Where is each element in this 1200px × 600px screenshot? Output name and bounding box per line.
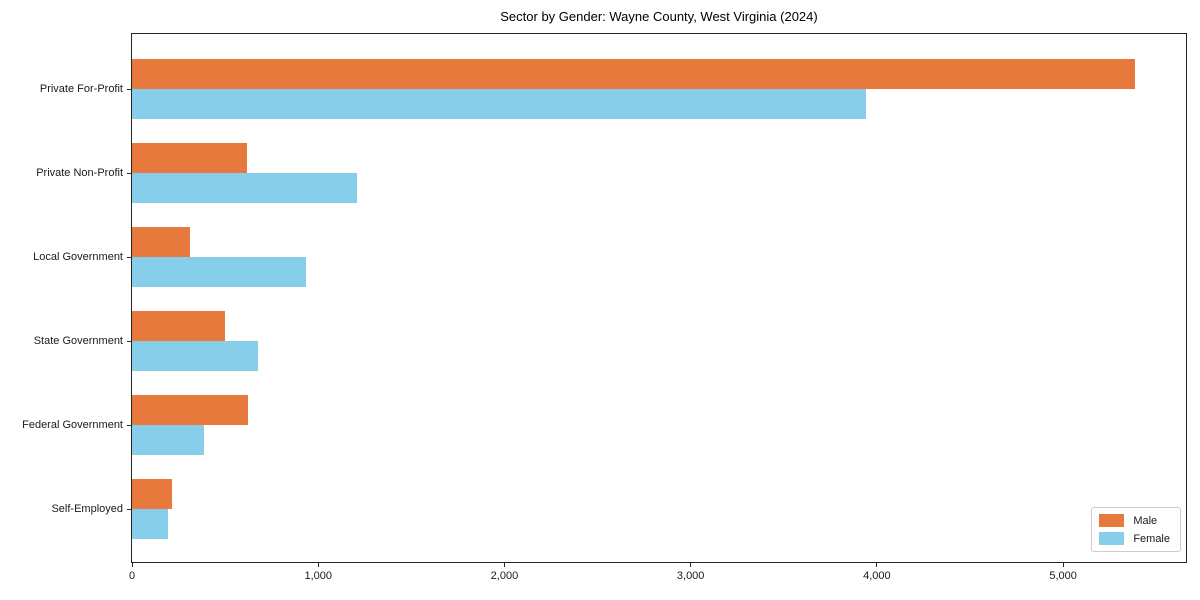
bar-female (132, 173, 358, 203)
x-axis-tick-label: 1,000 (304, 570, 332, 582)
x-axis-tick-label: 5,000 (1049, 570, 1077, 582)
legend-item: Male (1099, 514, 1170, 527)
bar-female (132, 257, 307, 287)
y-tick-mark (127, 257, 131, 258)
x-tick-mark (876, 563, 878, 567)
y-axis-category-label: Private For-Profit (39, 83, 123, 95)
legend-label: Male (1133, 514, 1158, 527)
bar-male (132, 59, 1135, 89)
legend: Male Female (1091, 507, 1181, 552)
x-tick-mark (131, 563, 133, 567)
bar-female (132, 89, 866, 119)
y-tick-mark (127, 173, 131, 174)
bar-male (132, 395, 249, 425)
x-axis-tick-label: 3,000 (676, 570, 705, 582)
x-tick-mark (503, 563, 505, 567)
x-tick-mark (690, 563, 692, 567)
bar-male (132, 311, 226, 341)
bar-male (132, 227, 190, 257)
x-axis-tick-label: 4,000 (863, 570, 891, 582)
legend-label: Female (1133, 532, 1170, 545)
y-axis-category-label: Local Government (33, 251, 123, 263)
y-axis-category-label: State Government (33, 335, 123, 347)
y-axis-category-label: Federal Government (22, 419, 123, 431)
bar-female (132, 509, 169, 539)
y-axis-category-label: Self-Employed (51, 503, 123, 515)
bar-female (132, 341, 258, 371)
chart-title: Sector by Gender: Wayne County, West Vir… (500, 9, 818, 24)
y-tick-mark (127, 425, 131, 426)
legend-item: Female (1099, 532, 1170, 545)
y-tick-mark (127, 509, 131, 510)
bar-female (132, 425, 204, 455)
plot-area: Male Female Private For-Profit Private Non… (22, 33, 1187, 582)
x-tick-mark (1062, 563, 1064, 567)
y-axis-category-label: Private Non-Profit (36, 167, 123, 179)
legend-swatch-female (1099, 532, 1125, 545)
legend-swatch-male (1099, 514, 1125, 527)
x-axis-tick-label: 0 (128, 570, 136, 582)
y-tick-mark (127, 89, 131, 90)
bar-male (132, 143, 248, 173)
x-axis-tick-label: 2,000 (490, 570, 519, 582)
y-tick-mark (127, 341, 131, 342)
bar-male (132, 479, 173, 509)
x-tick-mark (317, 563, 319, 567)
